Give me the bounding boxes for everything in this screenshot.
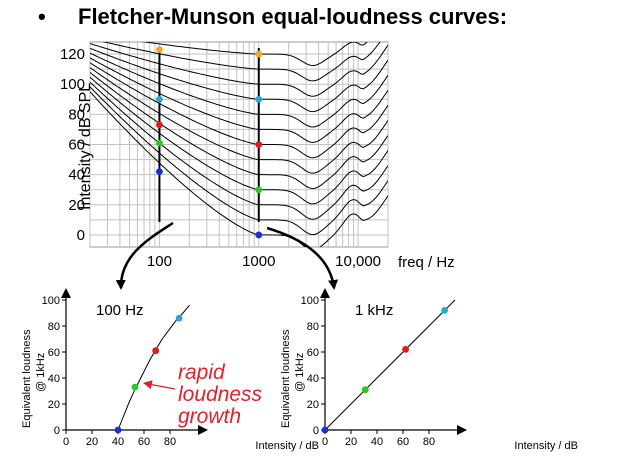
- x-tick-label: 40: [112, 436, 124, 448]
- x-tick-label: 10,000: [335, 253, 381, 270]
- y-tick-label: 100: [60, 76, 85, 93]
- loudness-curve-100-phon: [90, 43, 388, 97]
- x-tick-label: 0: [322, 436, 328, 448]
- y-tick-label: 40: [68, 167, 85, 184]
- grid-lines: [89, 42, 389, 247]
- y-tick-label: 0: [54, 425, 60, 437]
- y-axis-label-line-1: Equivalent loudness: [21, 329, 33, 428]
- point-green: [361, 386, 369, 394]
- y-tick-label: 120: [60, 46, 85, 63]
- y-tick-label: 0: [313, 425, 319, 437]
- y-axis-label-line-2: @ 1kHz: [294, 353, 306, 392]
- y-axis-label-line-2: @ 1kHz: [35, 353, 47, 392]
- x-tick-label: 20: [86, 436, 98, 448]
- point-green: [131, 383, 139, 391]
- point-1000hz-blue: [255, 231, 263, 239]
- x-tick-label: 100: [147, 253, 172, 270]
- loudness-curve-40-phon: [90, 72, 388, 190]
- x-tick-label: 60: [397, 436, 409, 448]
- point-cyan: [175, 314, 183, 322]
- loudness-curve-20-phon: [90, 81, 388, 220]
- y-tick-label: 60: [307, 347, 319, 359]
- point-blue: [321, 426, 329, 434]
- annotation-line-2: loudness: [178, 383, 263, 406]
- loudness-curve-50-phon: [90, 67, 388, 174]
- loudness-line: [324, 299, 456, 431]
- x-axis-label: Intensity / dB: [514, 440, 578, 452]
- y-tick-label: 20: [48, 399, 60, 411]
- point-100hz-cyan: [156, 95, 163, 103]
- point-red: [402, 346, 409, 353]
- annotation-line-1: rapid: [178, 361, 225, 384]
- arrow-to-100hz: [115, 221, 174, 290]
- point-cyan: [441, 307, 448, 314]
- x-axis-label: freq / Hz: [398, 254, 455, 271]
- y-tick-label: 80: [307, 321, 319, 333]
- y-tick-label: 100: [42, 295, 60, 307]
- y-tick-label: 40: [48, 373, 60, 385]
- chart-title: 100 Hz: [96, 302, 144, 319]
- y-tick-label: 100: [301, 295, 319, 307]
- point-100hz-orange: [156, 46, 163, 53]
- point-1000hz-red: [255, 141, 263, 148]
- annotation-arrow: [142, 380, 176, 390]
- connector-arrows: [115, 221, 338, 290]
- y-tick-label: 80: [68, 106, 85, 123]
- y-tick-label: 60: [48, 347, 60, 359]
- loudness-curve-90-phon: [90, 47, 388, 113]
- y-tick-label: 0: [77, 227, 85, 244]
- x-axis-label: Intensity / dB: [255, 440, 319, 452]
- point-red: [152, 347, 160, 355]
- y-axis-label-line-1: Equivalent loudness: [280, 329, 292, 428]
- point-1000hz-green: [255, 186, 263, 194]
- x-tick-label: 1000: [242, 253, 275, 270]
- loudness-curve-60-phon: [90, 62, 388, 159]
- annotation-line-3: growth: [178, 405, 242, 428]
- loudness-100hz-chart: 0 20 40 60 80 100 0 20 40 60 80 Intensity / dB Equiv…: [21, 288, 319, 452]
- x-tick-label: 60: [138, 436, 150, 448]
- x-tick-label: 20: [345, 436, 357, 448]
- bullet: •: [38, 4, 46, 29]
- y-axis-label: Intensity / dB SPL: [77, 83, 94, 210]
- arrow-to-1khz: [266, 226, 338, 290]
- y-tick-label: 80: [48, 321, 60, 333]
- point-blue: [114, 426, 122, 434]
- y-tick-label: 20: [68, 197, 85, 214]
- loudness-curve-0-phon: [90, 91, 388, 247]
- slide-title: • Fletcher-Munson equal-loudness curves:: [38, 4, 507, 30]
- y-tick-label: 60: [68, 137, 85, 154]
- x-tick-label: 40: [371, 436, 383, 448]
- loudness-curve-80-phon: [90, 52, 388, 128]
- annotation-rapid-loudness-growth: rapid loudness growth: [178, 362, 262, 428]
- chart-title: 1 kHz: [355, 302, 393, 319]
- curves: [90, 42, 388, 247]
- y-tick-label: 20: [307, 399, 319, 411]
- x-tick-label: 0: [63, 436, 69, 448]
- point-1000hz-orange: [255, 50, 263, 58]
- y-tick-label: 40: [307, 373, 319, 385]
- equal-loudness-chart: 0 20 40 60 80 100 120 100 1000 10,000 freq / Hz Int…: [60, 41, 455, 271]
- loudness-curve-70-phon: [90, 57, 388, 143]
- point-100hz-red: [156, 121, 163, 129]
- loudness-curve-10-phon: [90, 86, 388, 236]
- point-100hz-green: [156, 139, 163, 147]
- loudness-1khz-chart: 0 20 40 60 80 100 0 20 40 60 80 Intensity / dB Equiv…: [280, 288, 578, 452]
- point-100hz-blue: [156, 168, 163, 176]
- title-text: Fletcher-Munson equal-loudness curves:: [78, 4, 508, 29]
- x-tick-label: 80: [164, 436, 176, 448]
- point-1000hz-cyan: [255, 95, 263, 103]
- loudness-curve-30-phon: [90, 76, 388, 205]
- loudness-curve-110-phon: [101, 42, 381, 82]
- loudness-curve-120-phon: [141, 42, 368, 67]
- x-tick-label: 80: [423, 436, 435, 448]
